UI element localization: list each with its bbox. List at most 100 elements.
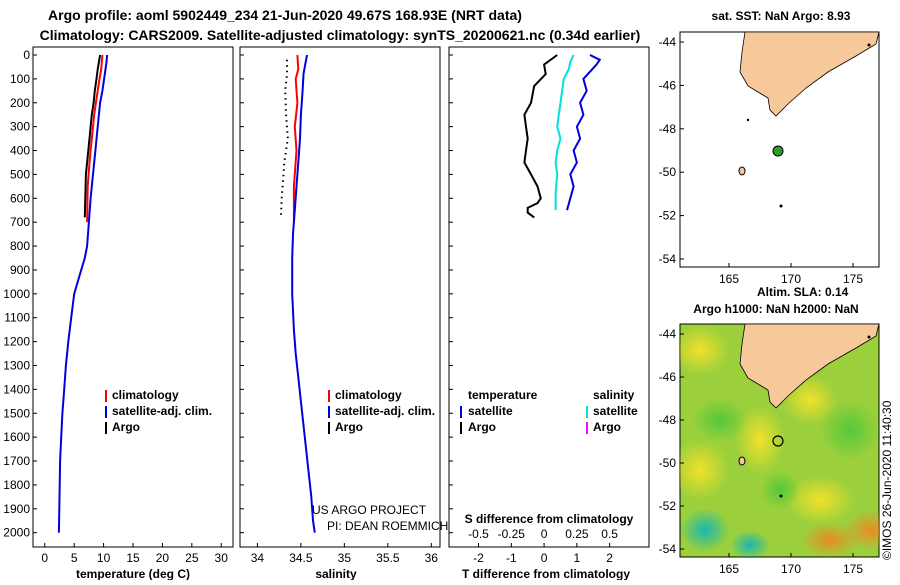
s-diff-label: S difference from climatology: [465, 512, 634, 526]
top-map-title: sat. SST: NaN Argo: 8.93: [712, 9, 851, 23]
s-tick-label: 0: [541, 527, 548, 541]
x-tick-label: 34: [251, 551, 265, 565]
lat-tick-label: -48: [659, 413, 677, 427]
s-tick-label: -0.25: [498, 527, 526, 541]
legend-sat-label: satellite-adj. clim.: [112, 404, 212, 418]
altim-sla: Altim. SLA: 0.14: [757, 285, 849, 299]
difference-series: [523, 54, 602, 219]
series-argo: [279, 59, 289, 218]
series-s-sat-clim: [566, 54, 602, 211]
salinity-series: [279, 54, 316, 533]
lat-tick-label: -52: [659, 209, 677, 223]
series-argo: [83, 54, 102, 218]
depth-tick-label: 1000: [3, 287, 30, 301]
lon-tick-label: 165: [719, 272, 739, 286]
x-tick-label: 20: [156, 551, 170, 565]
legend-t-argo-label: Argo: [468, 420, 496, 434]
temperature-xlabel: temperature (deg C): [76, 567, 190, 580]
legend-s-argo-label: Argo: [593, 420, 621, 434]
top-map-islet-2: [746, 118, 750, 122]
top-map-land: [739, 31, 880, 117]
sal-legend-clim-label: climatology: [335, 388, 402, 402]
depth-tick-label: 1100: [4, 311, 30, 325]
series-t-argo-sat: [523, 54, 558, 219]
depth-tick-label: 800: [10, 239, 30, 253]
depth-tick-label: 900: [10, 263, 30, 277]
x-tick-label: 2: [606, 551, 613, 565]
bottom-map-axes: -44 -46 -48 -50 -52 -54 165 170 175: [659, 327, 864, 576]
lat-tick-label: -44: [659, 35, 677, 49]
x-tick-label: 35: [338, 551, 352, 565]
depth-tick-label: 400: [10, 144, 30, 158]
depth-tick-label: 600: [10, 191, 30, 205]
difference-frame: [448, 46, 650, 548]
temperature-series: [57, 54, 109, 533]
lat-tick-label: -46: [659, 370, 677, 384]
x-tick-label: 34.5: [289, 551, 313, 565]
depth-tick-label: 1800: [3, 478, 30, 492]
temperature-axis: 0 5 10 15 20 25 30: [41, 543, 228, 565]
bottom-map-campbell-island: [779, 494, 783, 498]
legend-s-sat-label: satellite: [593, 404, 638, 418]
x-tick-label: 0: [541, 551, 548, 565]
lon-tick-label: 165: [719, 562, 739, 576]
series-s-argo-sat: [554, 54, 575, 211]
bottom-map: Argo h1000: NaN h2000: NaN: [659, 302, 894, 576]
bottom-map-land: [739, 323, 880, 409]
lat-tick-label: -50: [659, 165, 677, 179]
depth-tick-label: 1500: [3, 406, 30, 420]
x-tick-label: 10: [97, 551, 111, 565]
lon-tick-label: 175: [843, 562, 863, 576]
project-annotation: US ARGO PROJECT: [312, 503, 427, 517]
lat-tick-label: -52: [659, 499, 677, 513]
x-tick-label: 0: [41, 551, 48, 565]
lat-tick-label: -54: [659, 542, 677, 556]
s-difference-axis: -0.5 -0.25 0 0.25 0.5: [468, 527, 618, 541]
pi-annotation: PI: DEAN ROEMMICH: [327, 519, 448, 533]
bottom-map-title: Argo h1000: NaN h2000: NaN: [693, 302, 858, 316]
x-tick-label: 35.5: [376, 551, 400, 565]
depth-tick-label: 1400: [3, 382, 30, 396]
title-line-1: Argo profile: aoml 5902449_234 21-Jun-20…: [48, 7, 522, 23]
sal-legend-sat-label: satellite-adj. clim.: [335, 404, 435, 418]
legend-clim-label: climatology: [112, 388, 179, 402]
lat-tick-label: -46: [659, 78, 677, 92]
top-map-axes: -44 -46 -48 -50 -52 -54 165 170 175: [659, 35, 864, 286]
depth-tick-label: 1200: [3, 335, 30, 349]
series-climatology: [292, 54, 300, 223]
legend-t-sat-label: satellite: [468, 404, 513, 418]
salinity-xlabel: salinity: [315, 567, 357, 580]
salinity-frame: [239, 46, 441, 548]
depth-tick-label: 500: [10, 167, 30, 181]
depth-tick-label: 1300: [3, 358, 30, 372]
bottom-map-islet: [867, 335, 871, 339]
series-satellite-adj-clim-: [57, 54, 109, 533]
title-line-2: Climatology: CARS2009. Satellite-adjuste…: [40, 27, 641, 43]
series-satellite-adj-clim-: [291, 54, 316, 533]
depth-tick-label: 300: [10, 120, 30, 134]
salinity-panel: 34 34.5 35 35.5 36 climatology satellite-adj…: [239, 46, 448, 581]
top-map: sat. SST: NaN Argo: 8.93 -44 -46 -48 -50 -52…: [659, 9, 880, 299]
depth-tick-label: 1700: [3, 454, 30, 468]
depth-tick-label: 100: [10, 72, 30, 86]
salinity-legend: climatology satellite-adj. clim. Argo: [328, 388, 435, 434]
x-tick-label: 36: [425, 551, 439, 565]
difference-panel: -2 -1 0 1 2 temperature satellite Argo salin…: [448, 46, 650, 581]
temperature-frame: [32, 46, 234, 548]
sal-legend-argo-label: Argo: [335, 420, 363, 434]
x-tick-label: -2: [473, 551, 484, 565]
depth-tick-label: 0: [23, 48, 30, 62]
t-diff-xlabel: T difference from climatology: [462, 567, 630, 580]
depth-tick-label: 1900: [3, 502, 30, 516]
top-map-campbell-island: [779, 204, 783, 208]
float-position-circle: [772, 435, 784, 447]
temperature-panel: 0100200300400500600700800900100011001200…: [3, 46, 453, 581]
legend-temperature-title: temperature: [468, 388, 538, 402]
series-climatology: [86, 54, 104, 223]
x-tick-label: 1: [574, 551, 581, 565]
x-tick-label: 30: [215, 551, 229, 565]
salinity-axis: 34 34.5 35 35.5 36: [251, 543, 439, 565]
depth-tick-label: 700: [10, 215, 30, 229]
bottom-map-auckland-island: [738, 456, 746, 466]
